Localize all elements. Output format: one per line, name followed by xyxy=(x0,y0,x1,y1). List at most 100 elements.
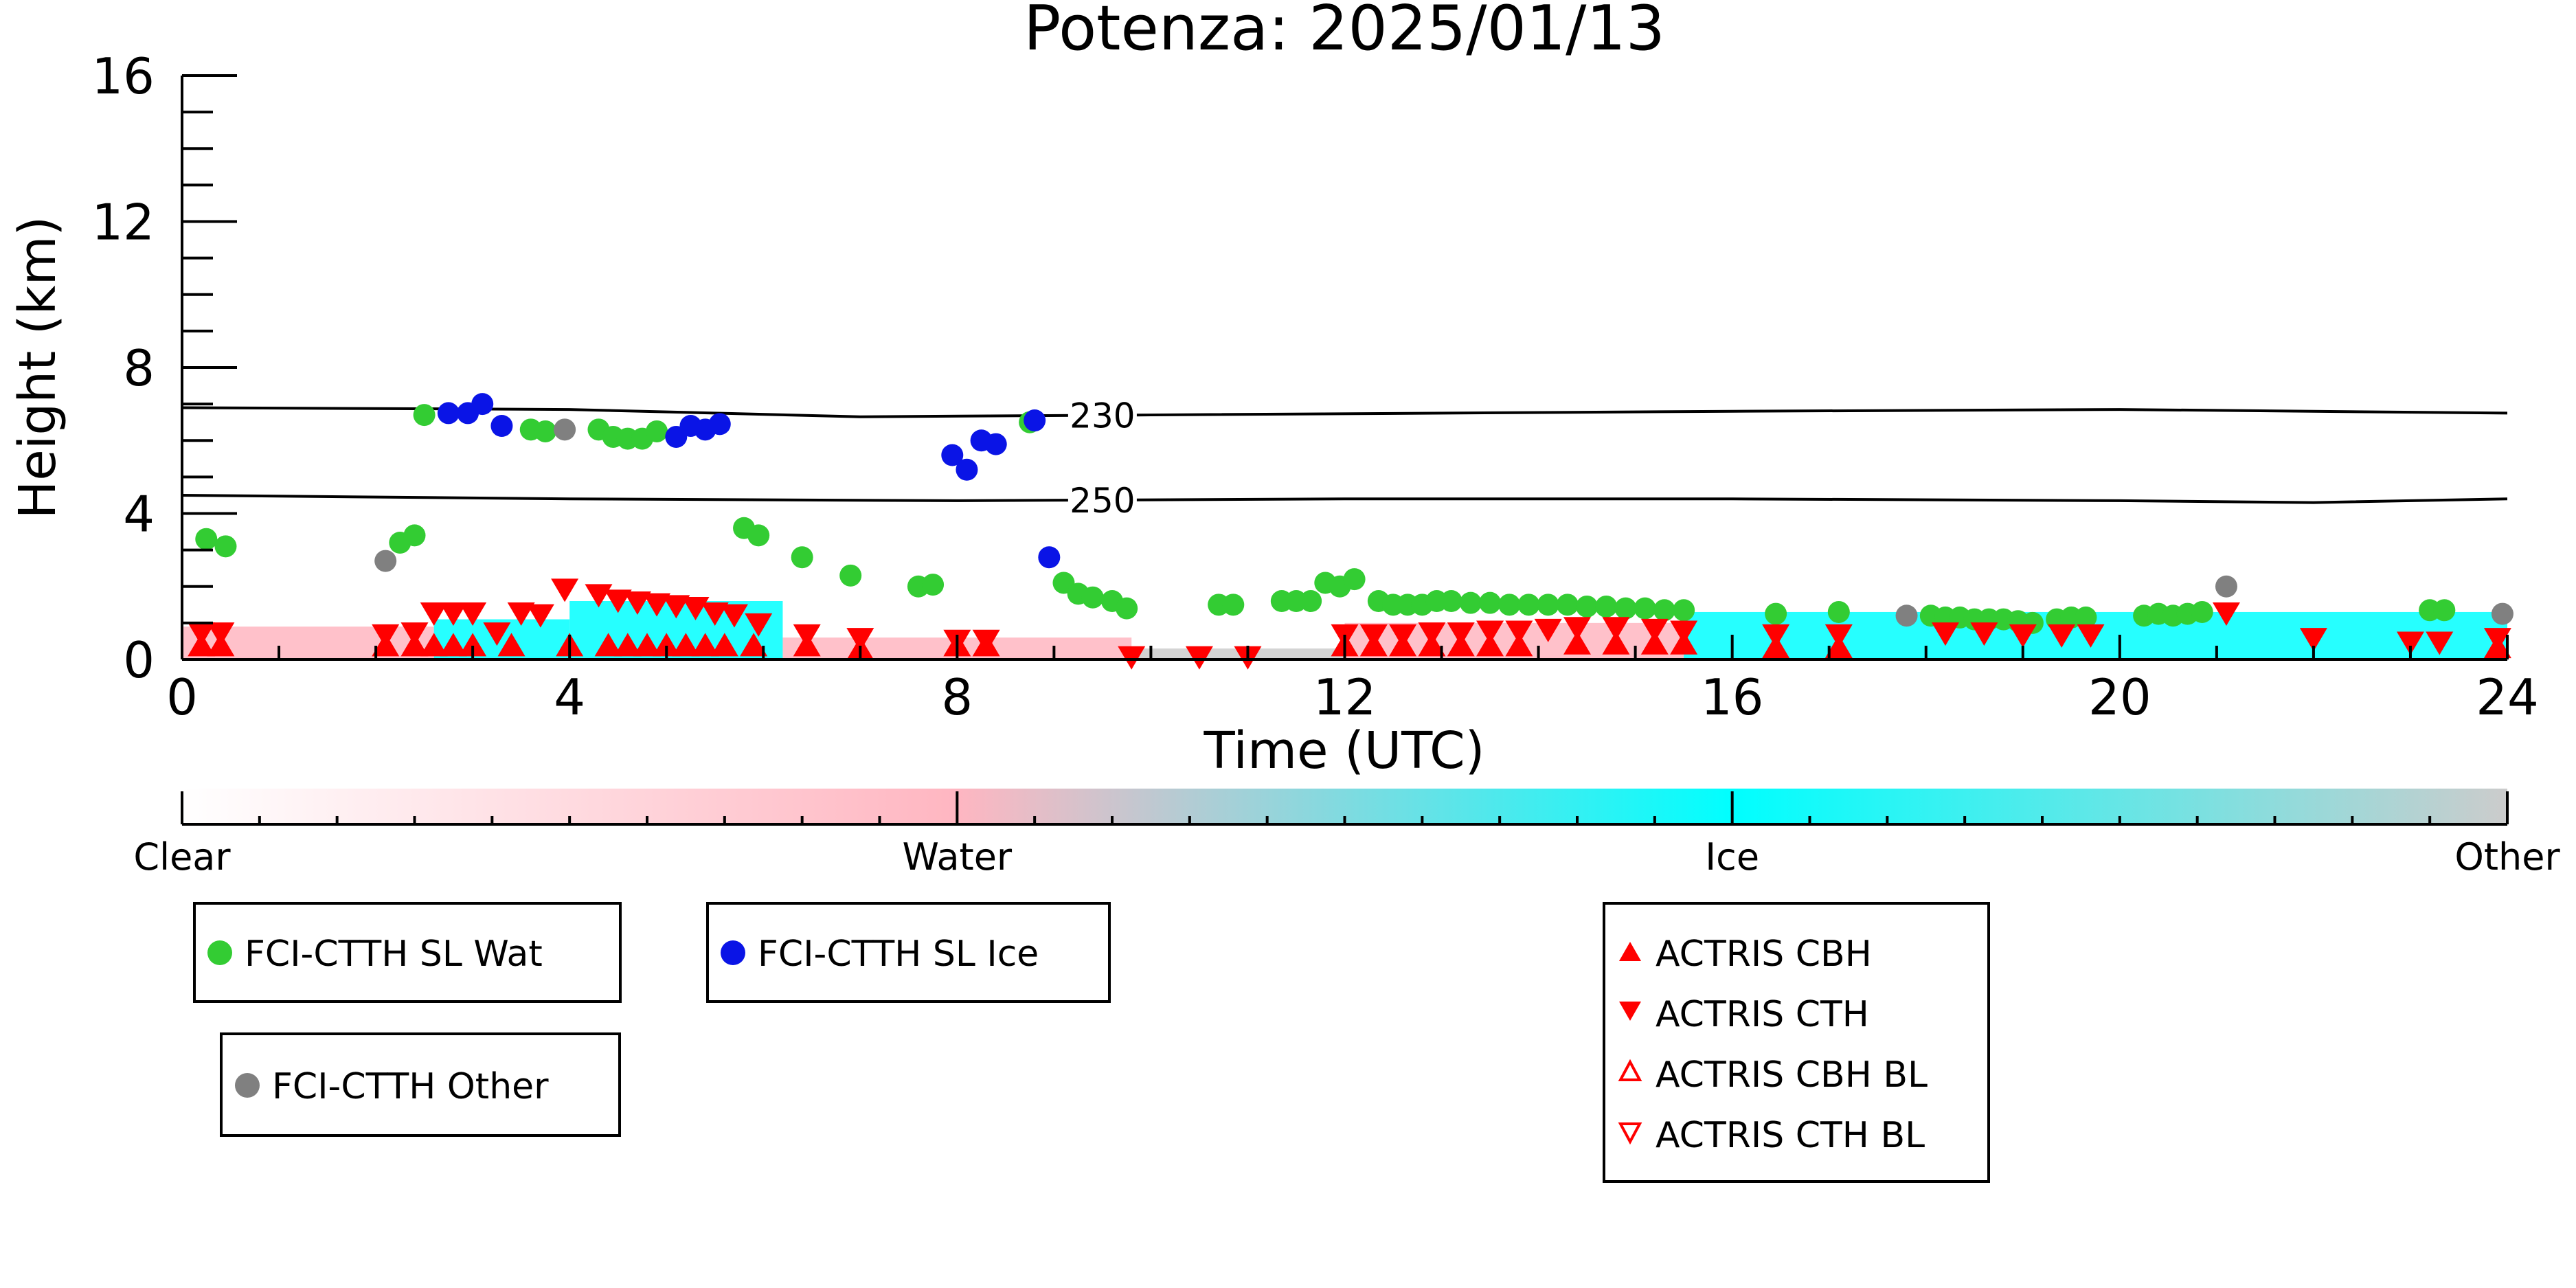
data-point xyxy=(613,633,642,657)
data-point xyxy=(1505,620,1533,644)
data-point xyxy=(747,524,770,547)
data-point xyxy=(1595,595,1618,618)
data-point xyxy=(1038,546,1061,569)
data-point xyxy=(745,613,773,637)
legend-label-ice: FCI-CTTH SL Ice xyxy=(758,934,1039,975)
data-point xyxy=(793,624,821,648)
series-1 xyxy=(437,393,1061,569)
data-point xyxy=(1359,624,1388,648)
data-point xyxy=(984,433,1007,455)
data-point xyxy=(1116,597,1138,620)
data-point xyxy=(526,604,554,628)
colorbar: Clear Water Ice Other xyxy=(133,789,2560,879)
data-point xyxy=(400,622,429,646)
data-point xyxy=(701,602,729,626)
data-point xyxy=(214,535,237,558)
data-point xyxy=(646,420,668,442)
x-tick-label: 12 xyxy=(1313,668,1377,726)
legend-box-ice: FCI-CTTH SL Ice xyxy=(706,902,1111,1003)
data-point xyxy=(2048,624,2076,648)
y-tick-label: 0 xyxy=(123,631,155,689)
colorbar-ticks xyxy=(181,791,2509,824)
data-point xyxy=(956,458,978,481)
temperature-contours: 230 250 xyxy=(182,394,2507,521)
contour-label-250: 250 xyxy=(1070,481,1135,521)
data-point xyxy=(1653,599,1675,622)
colorbar-labels: Clear Water Ice Other xyxy=(133,835,2560,879)
data-point xyxy=(1498,594,1521,616)
data-point xyxy=(1534,618,1562,642)
data-point xyxy=(1024,409,1046,432)
data-point xyxy=(1343,568,1366,591)
data-point xyxy=(1563,617,1591,641)
data-point xyxy=(1634,597,1656,620)
data-point xyxy=(1476,633,1504,657)
axis-ticks: 0 4 8 12 16 20 24 0 4 8 12 16 xyxy=(91,47,2538,726)
x-tick-label: 24 xyxy=(2476,668,2539,726)
y-tick-label: 16 xyxy=(91,47,155,105)
data-point xyxy=(1762,624,1790,648)
legend-label-wat: FCI-CTTH SL Wat xyxy=(245,934,543,975)
data-point xyxy=(1081,586,1104,609)
data-point xyxy=(551,578,579,602)
data-point xyxy=(420,633,448,657)
data-point xyxy=(372,624,400,648)
data-marks xyxy=(188,393,2513,670)
data-point xyxy=(1418,622,1446,646)
data-point xyxy=(554,418,576,441)
data-point xyxy=(633,633,661,657)
legend-marker-ice xyxy=(721,940,745,965)
y-tick-label: 8 xyxy=(123,339,155,397)
data-point xyxy=(437,402,460,425)
data-point xyxy=(2483,628,2511,652)
legend-marker-wat xyxy=(207,940,232,965)
data-point xyxy=(2299,628,2327,652)
data-point xyxy=(374,550,397,572)
data-point xyxy=(1505,633,1533,657)
data-point xyxy=(490,415,513,437)
data-point xyxy=(459,602,487,626)
data-point xyxy=(672,633,700,657)
data-point xyxy=(459,633,487,657)
band-other xyxy=(1131,648,1345,659)
contour-line-230 xyxy=(182,406,2507,418)
data-point xyxy=(846,628,874,652)
x-tick-label: 0 xyxy=(166,668,198,726)
data-point xyxy=(662,595,690,619)
data-point xyxy=(720,604,748,628)
data-point xyxy=(1476,620,1504,644)
data-point xyxy=(1673,599,1695,622)
data-point xyxy=(1765,602,1787,625)
legend-marker-other xyxy=(235,1073,260,1098)
data-point xyxy=(1670,620,1698,644)
x-tick-label: 16 xyxy=(1701,668,1764,726)
data-point xyxy=(2191,600,2213,623)
legend-box-other: FCI-CTTH Other xyxy=(220,1032,621,1137)
data-point xyxy=(941,444,964,466)
data-point xyxy=(1479,591,1502,614)
data-point xyxy=(740,633,768,657)
data-point xyxy=(2212,602,2240,626)
data-point xyxy=(839,564,862,587)
y-tick-label: 4 xyxy=(123,486,155,543)
data-point xyxy=(471,393,494,416)
data-point xyxy=(1300,590,1322,612)
data-point xyxy=(708,413,731,436)
data-point xyxy=(497,633,526,657)
data-point xyxy=(643,593,671,617)
data-point xyxy=(653,633,681,657)
chart-title: Potenza: 2025/01/13 xyxy=(1024,0,1665,65)
data-point xyxy=(2077,624,2105,648)
data-point xyxy=(507,602,535,626)
data-point xyxy=(1185,646,1213,670)
contour-line-250 xyxy=(182,493,2507,504)
data-point xyxy=(207,622,235,646)
colorbar-label-ice: Ice xyxy=(1705,835,1759,879)
colorbar-label-water: Water xyxy=(903,835,1013,879)
data-point xyxy=(1602,617,1630,641)
legend-box-wat: FCI-CTTH SL Wat xyxy=(193,902,622,1003)
legend-label-cth-bl: ACTRIS CTH BL xyxy=(1656,1115,1925,1156)
data-point xyxy=(604,589,632,613)
data-point xyxy=(2009,624,2037,648)
